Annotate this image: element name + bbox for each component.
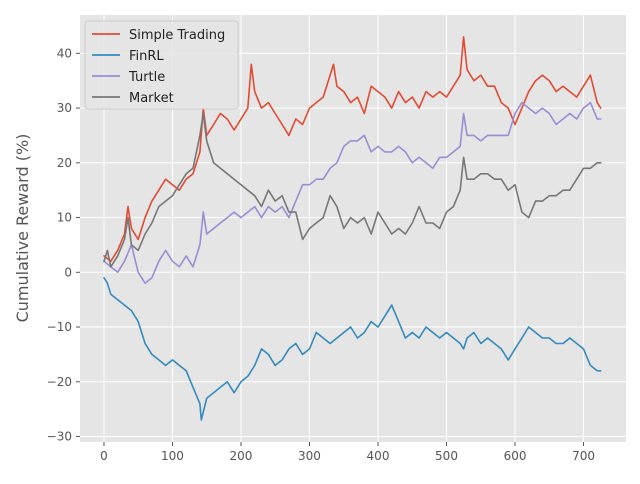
legend-items: Simple Trading FinRL Turtle Market [92, 28, 225, 106]
y-tick-label: 40 [57, 46, 72, 60]
y-tick-label: −20 [47, 375, 72, 389]
series-line-finrl [103, 276, 602, 421]
legend-label: FinRL [129, 49, 164, 64]
y-tick-label: 20 [57, 156, 72, 170]
series-line-turtle [103, 101, 602, 285]
x-tick-label: 0 [100, 449, 108, 463]
x-tick-label: 200 [230, 449, 253, 463]
x-axis-ticks: 0 100 200 300 400 500 600 700 [100, 442, 595, 463]
x-tick-label: 500 [435, 449, 458, 463]
y-axis-ticks: −30 −20 −10 0 10 20 30 40 [47, 46, 80, 444]
legend-label: Simple Trading [129, 28, 225, 43]
x-tick-label: 600 [504, 449, 527, 463]
legend-label: Market [129, 91, 174, 106]
series-line-market [103, 112, 602, 268]
legend: Simple Trading FinRL Turtle Market [84, 20, 239, 110]
legend-frame [84, 20, 239, 110]
y-axis-label: Cumulative Reward (%) [13, 134, 32, 323]
x-tick-label: 400 [367, 449, 390, 463]
x-tick-label: 300 [298, 449, 321, 463]
series-line-simple-trading [103, 36, 602, 263]
legend-label: Turtle [128, 70, 165, 85]
y-tick-label: 0 [64, 265, 72, 279]
y-tick-label: −30 [47, 430, 72, 444]
y-tick-label: 10 [57, 211, 72, 225]
x-tick-label: 100 [161, 449, 184, 463]
y-tick-label: 30 [57, 101, 72, 115]
y-tick-label: −10 [47, 320, 72, 334]
series-lines [103, 36, 602, 421]
x-tick-label: 700 [572, 449, 595, 463]
